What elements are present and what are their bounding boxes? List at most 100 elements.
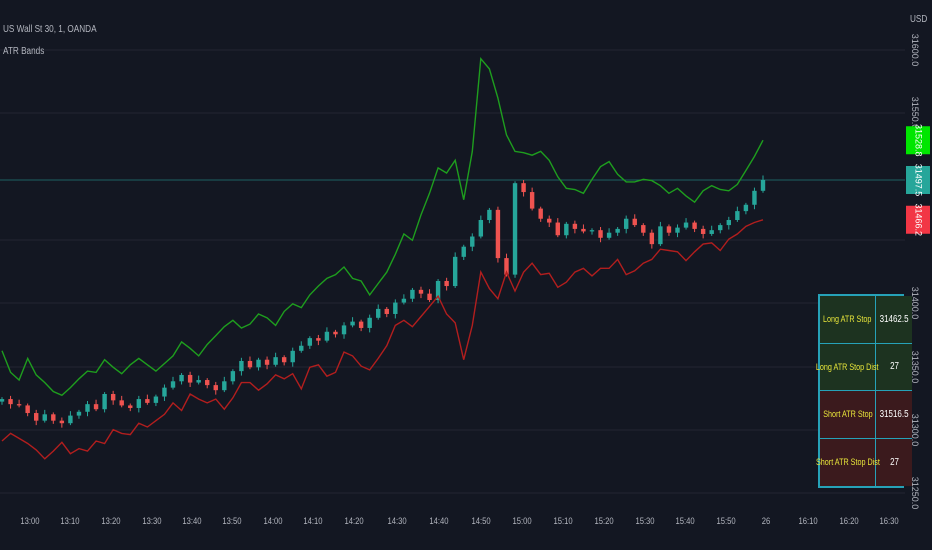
table-row: Long ATR Stop 31462.5	[820, 296, 913, 344]
atr-bands	[1, 56, 764, 460]
table-row-label: Short ATR Stop	[820, 391, 876, 438]
candle-body	[256, 359, 261, 368]
candle-body	[119, 400, 124, 406]
candle-body	[675, 227, 680, 233]
symbol-title[interactable]: US Wall St 30, 1, OANDA	[3, 24, 97, 35]
candle-body	[299, 345, 304, 351]
candle-body	[555, 222, 560, 236]
currency-label: USD	[910, 14, 928, 25]
candle-body	[307, 338, 313, 346]
candle-body	[42, 414, 47, 421]
x-tick-label: 15:00	[512, 515, 531, 526]
candle-body	[735, 211, 740, 221]
price-label-box	[906, 126, 930, 155]
x-tick-label: 13:30	[142, 515, 161, 526]
x-tick-label: 14:40	[429, 515, 448, 526]
upper-band-price-label: 31528.8	[906, 124, 930, 157]
atr-stop-table: Long ATR Stop 31462.5 Long ATR Stop Dist…	[816, 294, 913, 488]
candle-body	[145, 399, 150, 403]
table-row-label: Long ATR Stop	[820, 296, 876, 343]
x-tick-label: 15:30	[635, 515, 654, 526]
candle-body	[136, 399, 142, 408]
candle-body	[367, 317, 372, 328]
candle-body	[273, 357, 278, 365]
candle-body	[606, 232, 612, 238]
candle-body	[410, 289, 415, 299]
y-tick-label: 31600.0	[910, 34, 920, 67]
x-tick-label: 15:20	[594, 515, 613, 526]
candle-body	[487, 209, 492, 221]
candle-body	[230, 371, 236, 382]
upper-band-line	[1, 56, 764, 397]
candle-body	[68, 415, 73, 424]
lower-band-price-label: 31466.2	[906, 203, 930, 236]
candle-body	[76, 411, 82, 416]
candle-body	[589, 230, 595, 232]
candle-body	[222, 381, 227, 391]
y-axis-ticks: 31600.0 31550.0 31400.0 31350.0 31300.0 31250…	[910, 34, 920, 510]
candles	[0, 175, 766, 428]
candle-body	[504, 258, 509, 275]
candle-body	[521, 183, 526, 193]
candle-body	[8, 399, 13, 405]
candle-body	[598, 230, 603, 238]
candle-body	[213, 385, 218, 391]
candle-body	[205, 380, 210, 386]
candle-body	[358, 321, 364, 328]
x-tick-label: 15:10	[553, 515, 572, 526]
table-row-value: 31462.5	[879, 313, 909, 325]
candle-body	[427, 293, 432, 301]
x-tick-label: 15:40	[675, 515, 694, 526]
candle-body	[59, 420, 65, 424]
lower-band-line	[1, 219, 764, 460]
candle-body	[658, 226, 663, 245]
candle-body	[512, 183, 518, 275]
candle-body	[683, 222, 689, 228]
table-row: Long ATR Stop Dist 27	[816, 343, 913, 391]
candle-body	[478, 220, 484, 237]
y-tick-label: 31400.0	[910, 287, 920, 320]
table-row: Short ATR Stop 31516.5	[820, 391, 913, 439]
candle-body	[564, 223, 569, 236]
x-axis-ticks: 13:00 13:10 13:20 13:30 13:40 13:50 14:00 14:10…	[20, 515, 898, 526]
price-label-box	[906, 166, 930, 194]
candle-body	[444, 280, 449, 287]
candle-body	[393, 302, 398, 314]
y-tick-label: 31550.0	[910, 97, 920, 130]
candle-body	[649, 232, 655, 245]
candle-body	[623, 218, 629, 229]
candle-body	[170, 381, 176, 388]
candle-body	[700, 228, 706, 234]
candle-body	[470, 236, 475, 247]
candle-body	[384, 308, 389, 314]
candle-body	[718, 225, 723, 231]
candle-body	[324, 331, 330, 341]
candle-body	[495, 209, 501, 259]
candle-body	[93, 404, 99, 410]
indicator-label[interactable]: ATR Bands	[3, 46, 45, 57]
table-row-label: Short ATR Stop Dist	[816, 438, 879, 486]
candle-body	[726, 220, 731, 226]
candle-body	[247, 360, 253, 368]
table-row-value: 27	[889, 456, 899, 468]
candle-body	[341, 325, 347, 335]
x-tick-label: 13:00	[20, 515, 39, 526]
candle-body	[572, 223, 578, 229]
candle-body	[162, 387, 167, 397]
candle-body	[350, 321, 355, 326]
candle-body	[435, 280, 441, 301]
candle-body	[547, 218, 552, 223]
candle-body	[632, 218, 637, 226]
x-tick-label: 14:50	[471, 515, 490, 526]
candle-body	[85, 404, 90, 412]
x-tick-label: 14:30	[387, 515, 406, 526]
candle-body	[376, 308, 381, 318]
x-tick-label: 13:10	[60, 515, 79, 526]
candle-body	[709, 230, 714, 234]
candle-body	[290, 350, 295, 363]
x-tick-label: 14:00	[263, 515, 282, 526]
y-tick-label: 31350.0	[910, 351, 920, 384]
candle-body	[16, 404, 22, 406]
price-label-text: 31497.5	[914, 164, 924, 197]
